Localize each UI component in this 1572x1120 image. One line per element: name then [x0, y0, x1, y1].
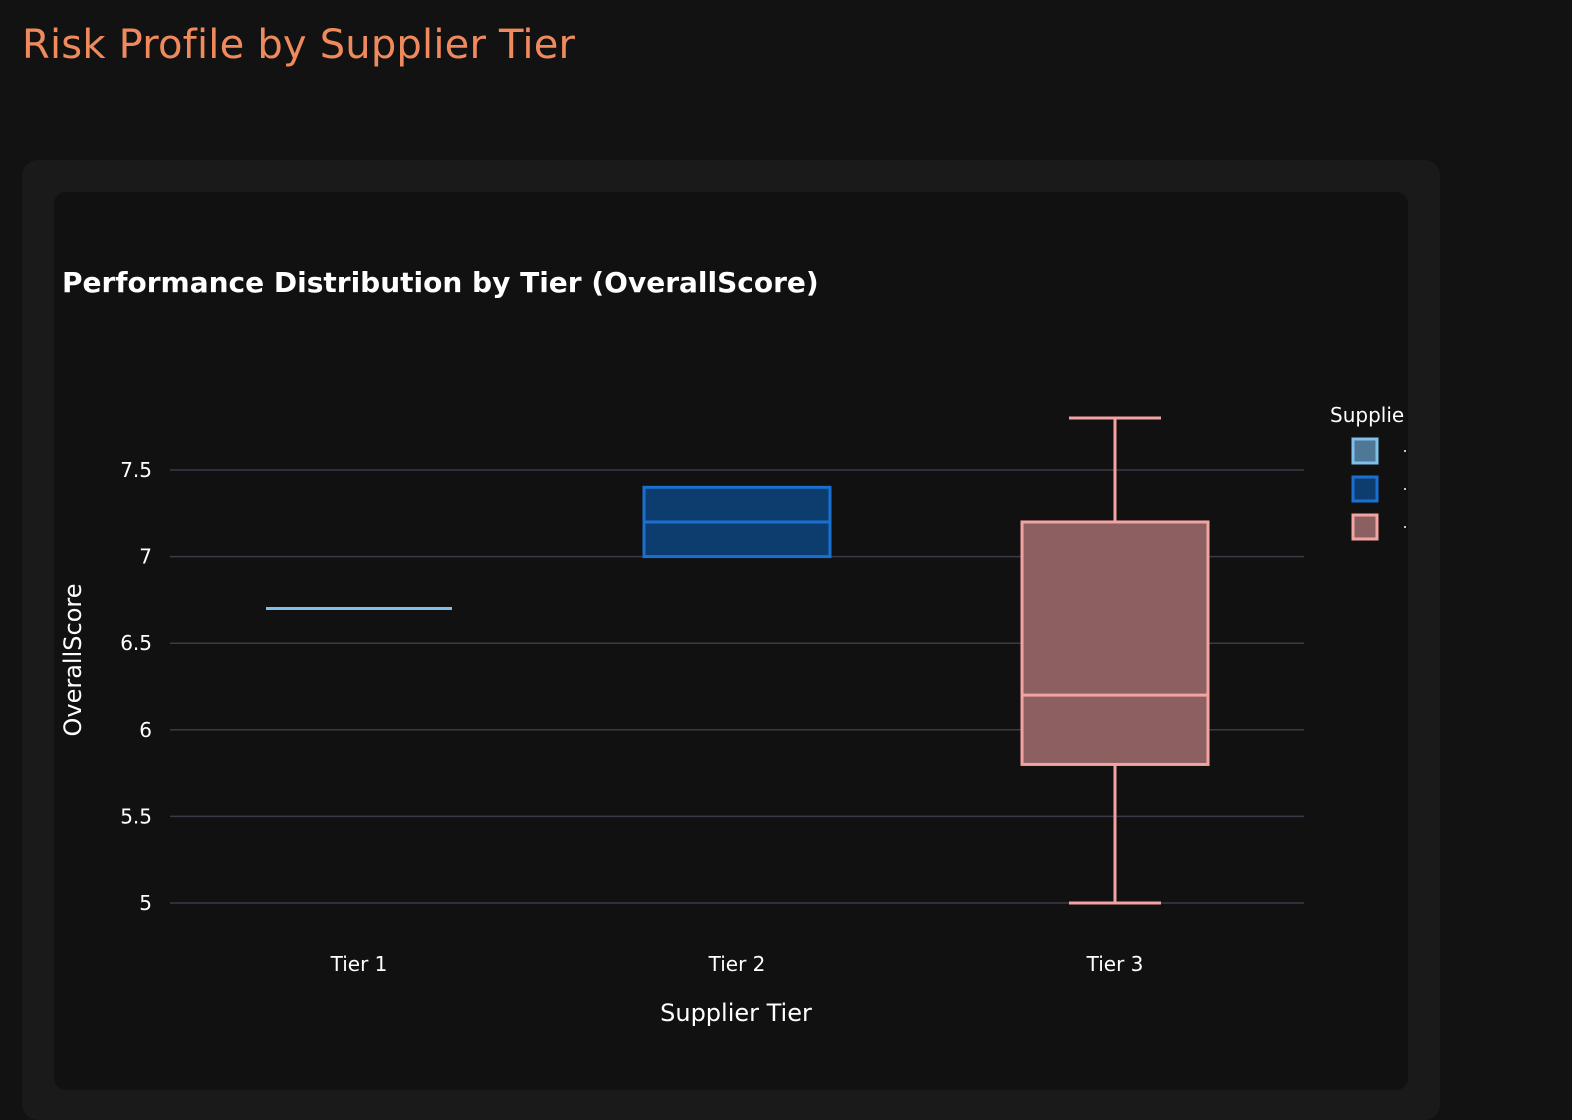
x-tick-label: Tier 1	[330, 952, 388, 976]
box-tier-3[interactable]	[1020, 416, 1210, 905]
box-layer	[266, 416, 1210, 905]
legend-swatch	[1351, 475, 1379, 503]
box-iqr	[1020, 520, 1210, 766]
y-tick-label: 5	[139, 891, 152, 915]
legend-swatch	[1351, 513, 1379, 541]
box-tier-2[interactable]	[642, 485, 832, 559]
x-tick-label: Tier 3	[1086, 952, 1144, 976]
legend-label-fragment	[1404, 450, 1406, 452]
legend-title: Supplie	[1330, 403, 1404, 427]
x-axis-label: Supplier Tier	[660, 999, 812, 1027]
y-axis-ticks: 5 5.5 6 6.5 7 7.5	[120, 458, 152, 915]
chart-title: Performance Distribution by Tier (Overal…	[62, 266, 819, 299]
chart-container: Performance Distribution by Tier (Overal…	[22, 160, 1440, 1120]
chart-panel: Performance Distribution by Tier (Overal…	[54, 192, 1408, 1090]
legend-item[interactable]	[1351, 437, 1406, 465]
legend-item[interactable]	[1351, 513, 1406, 541]
x-tick-label: Tier 2	[708, 952, 766, 976]
x-axis-ticks: Tier 1 Tier 2 Tier 3	[330, 952, 1144, 976]
page-title: Risk Profile by Supplier Tier	[22, 22, 576, 68]
y-axis-label: OverallScore	[59, 584, 87, 737]
y-tick-label: 7.5	[120, 458, 152, 482]
y-tick-label: 5.5	[120, 804, 152, 828]
legend-label-fragment	[1404, 488, 1406, 490]
box-plot-chart: Performance Distribution by Tier (Overal…	[59, 266, 1406, 1027]
y-tick-label: 6	[139, 718, 152, 742]
legend-item[interactable]	[1351, 475, 1406, 503]
legend-swatch	[1351, 437, 1379, 465]
legend-items	[1351, 437, 1406, 541]
y-tick-label: 7	[139, 545, 152, 569]
legend: Supplie	[1330, 403, 1406, 541]
legend-label-fragment	[1404, 526, 1406, 528]
y-tick-label: 6.5	[120, 631, 152, 655]
